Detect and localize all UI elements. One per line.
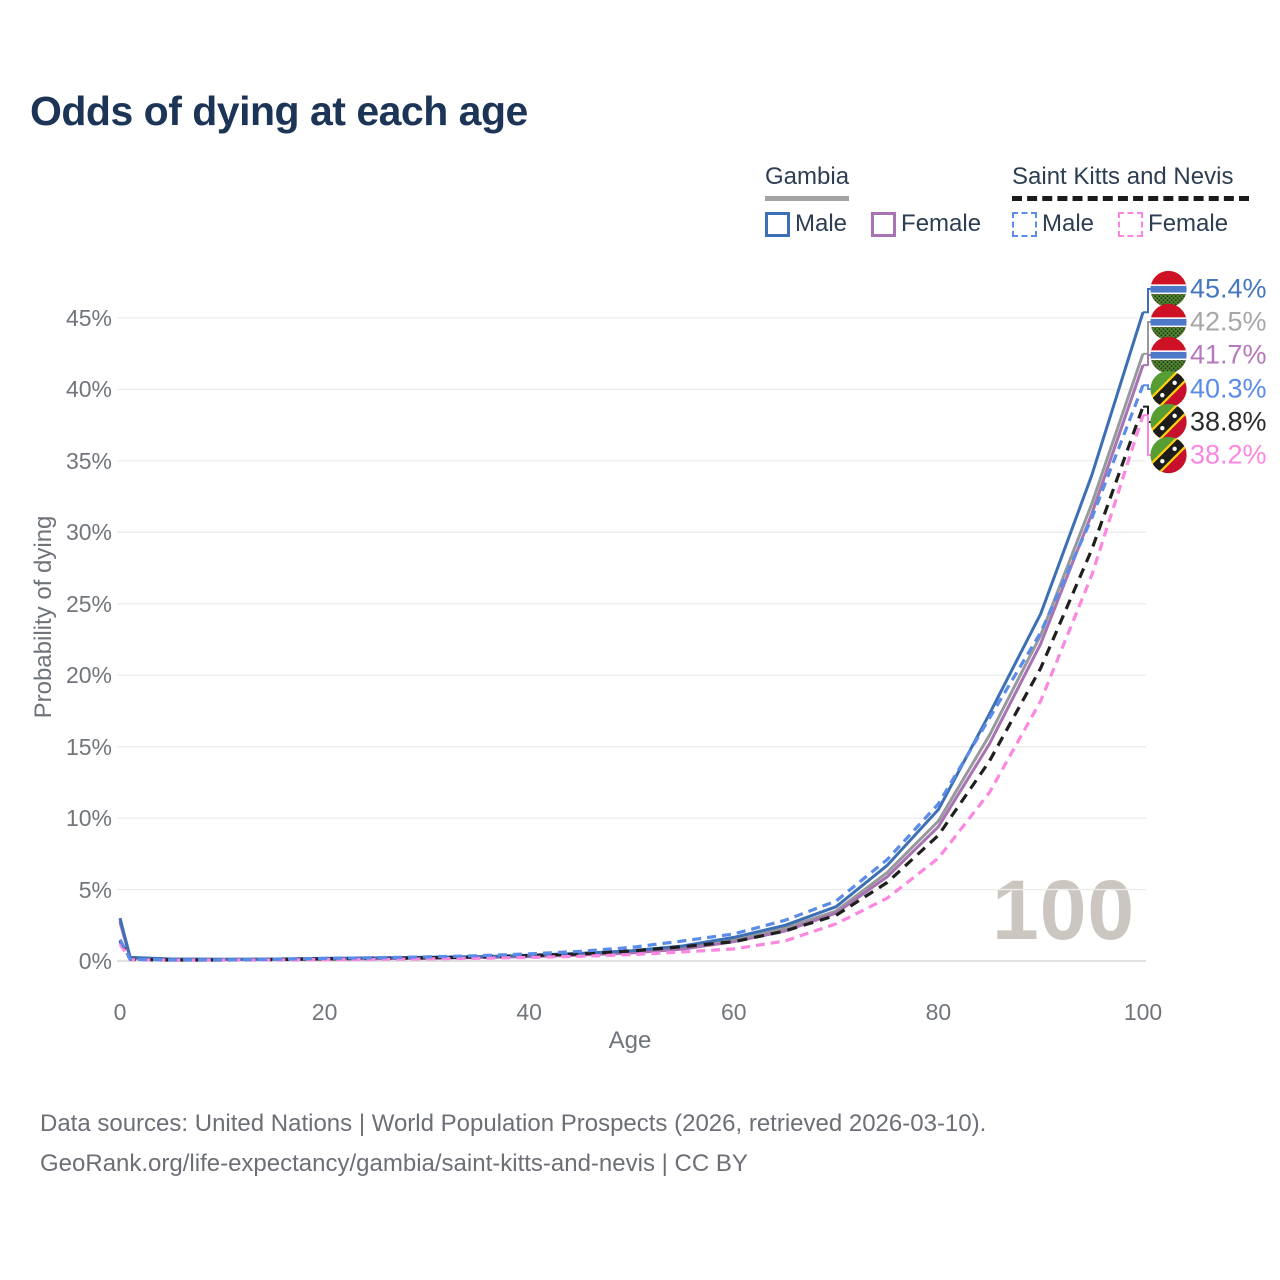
saint-kitts-and-nevis-flag-icon (1150, 370, 1187, 408)
gambia-male-swatch-icon (765, 211, 790, 237)
x-tick-label-0: 0 (113, 999, 127, 1025)
y-tick-label-25: 25% (65, 590, 112, 617)
x-tick-label-80: 80 (925, 999, 952, 1025)
legend-group-skn-name: Saint Kitts and Nevis (1012, 163, 1250, 201)
legend-item-label: Female (901, 210, 982, 237)
series-line-gambia-total[interactable] (118, 353, 1145, 961)
age-watermark: 100 (992, 863, 1136, 957)
series-line-skn-female[interactable] (118, 414, 1145, 962)
series-line-skn-male[interactable] (118, 384, 1145, 962)
legend-item-skn-female[interactable]: Female (1118, 210, 1228, 238)
skn-female-swatch-icon (1118, 211, 1144, 237)
end-connector-gambia-female (1143, 354, 1152, 367)
end-label-value: 42.5% (1190, 306, 1267, 337)
y-tick-label-15: 15% (65, 733, 112, 760)
x-tick-label-60: 60 (721, 999, 747, 1025)
legend-item-label: Female (1148, 210, 1229, 237)
end-connector-gambia-male (1143, 288, 1152, 314)
legend-items-skn: Male Female (1012, 210, 1252, 238)
end-label-gambia-total: 42.5% (1150, 303, 1267, 341)
saint-kitts-and-nevis-flag-icon (1150, 403, 1187, 441)
end-label-value: 38.2% (1190, 439, 1267, 470)
y-tick-label-0: 0% (78, 948, 112, 974)
y-axis-title: Probability of dying (30, 515, 57, 719)
end-connector-skn-female (1143, 414, 1152, 456)
end-label-gambia-female: 41.7% (1150, 336, 1267, 374)
footer-data-sources: Data sources: United Nations | World Pop… (40, 1110, 987, 1137)
legend-item-label: Male (795, 210, 848, 237)
legend-group-gambia: Gambia Male Female (765, 163, 1005, 238)
end-label-value: 40.3% (1190, 373, 1267, 404)
end-label-value: 45.4% (1190, 273, 1267, 304)
legend-item-gambia-male[interactable]: Male (765, 210, 847, 238)
y-tick-label-40: 40% (65, 376, 112, 403)
end-connector-gambia-total (1143, 321, 1152, 355)
end-label-value: 38.8% (1190, 406, 1267, 437)
end-label-skn-female: 38.2% (1150, 436, 1267, 474)
gambia-flag-icon (1150, 303, 1187, 341)
gambia-female-swatch-icon (871, 211, 897, 237)
skn-male-swatch-icon (1012, 211, 1037, 237)
gambia-flag-icon (1150, 336, 1187, 374)
saint-kitts-and-nevis-flag-icon (1150, 436, 1187, 474)
end-label-value: 41.7% (1190, 339, 1267, 370)
legend-group-gambia-name: Gambia (765, 163, 850, 201)
end-label-gambia-male: 45.4% (1150, 270, 1267, 308)
footer-attribution: GeoRank.org/life-expectancy/gambia/saint… (40, 1150, 748, 1177)
y-tick-label-45: 45% (65, 304, 112, 331)
y-tick-label-30: 30% (65, 519, 112, 546)
page-title: Odds of dying at each age (30, 88, 528, 134)
gambia-flag-icon (1150, 270, 1187, 308)
x-tick-label-40: 40 (516, 999, 542, 1025)
series-line-gambia-female[interactable] (118, 364, 1145, 962)
x-tick-label-100: 100 (1123, 999, 1163, 1025)
footer: Data sources: United Nations | World Pop… (40, 1104, 986, 1184)
legend-item-gambia-female[interactable]: Female (871, 210, 981, 238)
y-tick-label-5: 5% (78, 876, 112, 903)
end-connector-skn-male (1143, 384, 1152, 390)
legend-item-skn-male[interactable]: Male (1012, 210, 1094, 238)
series-line-gambia-male[interactable] (118, 311, 1145, 961)
legend-group-saint-kitts-and-nevis: Saint Kitts and Nevis Male Female (1012, 163, 1252, 238)
y-tick-label-20: 20% (65, 662, 112, 689)
y-tick-label-35: 35% (65, 447, 112, 474)
x-axis-title: Age (608, 1027, 652, 1054)
series-line-skn-total[interactable] (118, 406, 1145, 962)
end-label-skn-male: 40.3% (1150, 370, 1267, 408)
legend-items-gambia: Male Female (765, 210, 1005, 238)
y-tick-label-10: 10% (65, 805, 112, 832)
end-label-skn-total: 38.8% (1150, 403, 1267, 441)
x-tick-label-20: 20 (311, 999, 338, 1025)
legend-item-label: Male (1042, 210, 1095, 237)
